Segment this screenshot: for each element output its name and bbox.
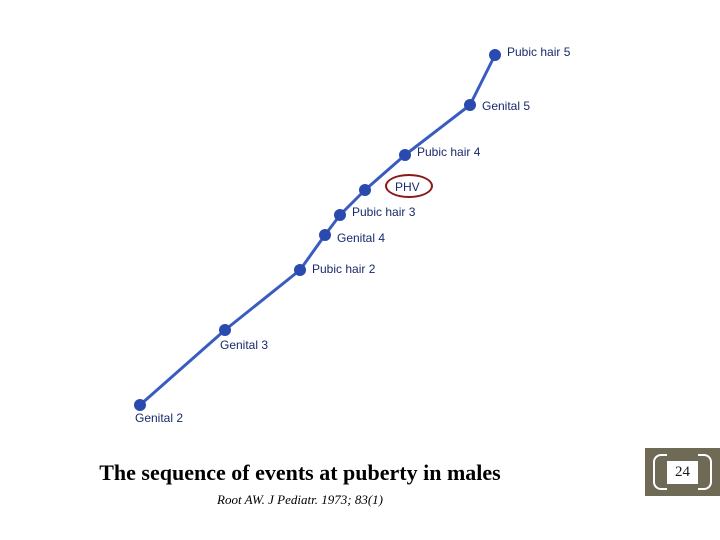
page-number-badge: 24 xyxy=(645,448,720,496)
phv-highlight-ellipse xyxy=(385,174,433,198)
chart-point-label: Pubic hair 3 xyxy=(352,205,415,219)
chart-point-label: Genital 2 xyxy=(135,411,183,425)
slide: Genital 2 Genital 3 Pubic hair 2 Genital 4 P… xyxy=(0,0,720,540)
chart-point-label: Genital 4 xyxy=(337,231,385,245)
title-block: The sequence of events at puberty in mal… xyxy=(30,460,570,508)
chart-point-label: Pubic hair 5 xyxy=(507,45,570,59)
chart-point-label: Genital 5 xyxy=(482,99,530,113)
chart-point-label: Pubic hair 2 xyxy=(312,262,375,276)
chart-point-label: Genital 3 xyxy=(220,338,268,352)
slide-citation: Root AW. J Pediatr. 1973; 83(1) xyxy=(30,492,570,508)
page-number: 24 xyxy=(667,461,698,484)
puberty-sequence-chart: Genital 2 Genital 3 Pubic hair 2 Genital 4 P… xyxy=(100,10,580,435)
chart-point-label: Pubic hair 4 xyxy=(417,145,480,159)
chart-svg xyxy=(100,10,580,435)
slide-title: The sequence of events at puberty in mal… xyxy=(30,460,570,486)
